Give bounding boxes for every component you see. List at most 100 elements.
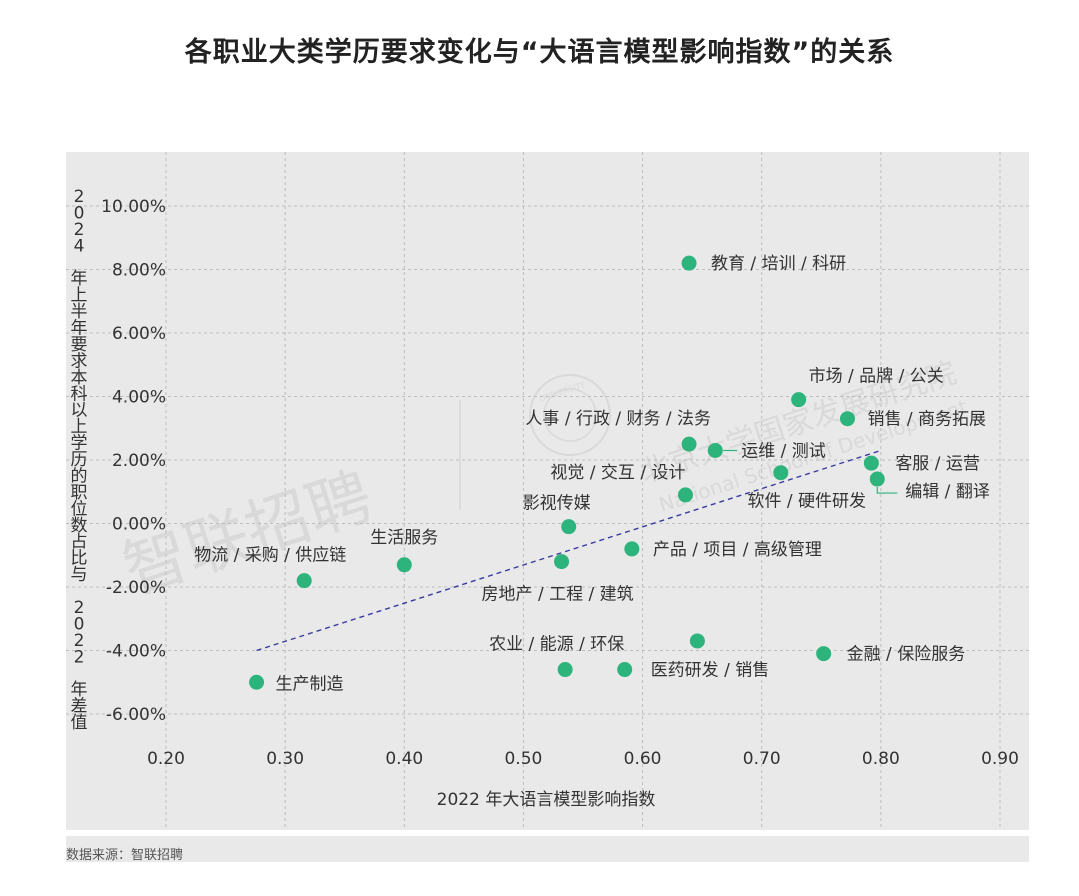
y-tick-label: -2.00% — [106, 578, 166, 598]
chart-title: 各职业大类学历要求变化与“大语言模型影响指数”的关系 — [184, 37, 895, 68]
y-axis-label-char: 0 — [74, 203, 85, 223]
x-tick-label: 0.40 — [385, 749, 423, 769]
y-axis-label-char: 要 — [71, 335, 88, 355]
y-axis-label-char: 0 — [74, 614, 85, 634]
point-label: 人事 / 行政 / 财务 / 法务 — [525, 409, 711, 429]
plot-panel — [66, 152, 1029, 830]
grid — [66, 152, 1029, 830]
data-source: 数据来源：智联招聘 — [66, 848, 184, 863]
leader-line — [876, 487, 898, 494]
y-axis-label-char: 求 — [71, 351, 88, 371]
data-point — [791, 392, 807, 408]
y-axis-label-char: 4 — [74, 236, 85, 256]
point-label: 金融 / 保险服务 — [847, 645, 966, 665]
y-axis-label-char: 占 — [71, 532, 88, 552]
y-axis-label-char: 上 — [71, 417, 88, 437]
y-axis-label-char: 年 — [71, 680, 88, 700]
y-axis-label-char: 与 — [71, 565, 88, 585]
y-axis-label-char: 上 — [71, 286, 88, 306]
y-tick-label: 6.00% — [112, 324, 166, 344]
y-tick-label: 2.00% — [112, 451, 166, 471]
x-axis-ticks: 0.20 0.30 0.40 0.50 0.60 0.70 0.80 0.90 — [147, 749, 1019, 769]
data-point — [839, 411, 855, 427]
y-tick-label: 0.00% — [112, 515, 166, 535]
point-label: 生产制造 — [276, 674, 344, 694]
point-label: 销售 / 商务拓展 — [867, 410, 986, 430]
data-point — [554, 554, 570, 570]
y-axis-label-char: 以 — [71, 401, 88, 421]
y-axis-label-char: 科 — [71, 384, 88, 404]
x-tick-label: 0.60 — [624, 749, 662, 769]
data-points — [249, 255, 885, 690]
watermark: 智联招聘 UNIVERSITY 北京大学国家发展研究院 National Sch… — [115, 356, 970, 610]
y-tick-label: -4.00% — [106, 642, 166, 662]
data-point — [773, 465, 789, 481]
point-label: 软件 / 硬件研发 — [748, 492, 867, 512]
y-axis-label-char: 2 — [74, 631, 85, 651]
y-tick-label: -6.00% — [106, 705, 166, 725]
x-axis-label: 2022 年大语言模型影响指数 — [437, 790, 656, 810]
y-axis-label-char: 2 — [74, 220, 85, 240]
y-tick-label: 8.00% — [112, 261, 166, 281]
data-point — [681, 255, 697, 271]
y-axis-label-char: 位 — [71, 499, 88, 519]
point-label: 房地产 / 工程 / 建筑 — [482, 585, 634, 605]
y-axis-label-char: 职 — [71, 483, 88, 503]
data-point — [396, 557, 412, 573]
y-axis-label-char: 比 — [71, 549, 88, 569]
y-axis-label-char: 半 — [71, 302, 88, 322]
y-axis-label-char: 差 — [71, 697, 88, 717]
trendline-path — [256, 449, 882, 652]
y-tick-label: 4.00% — [112, 388, 166, 408]
x-tick-label: 0.70 — [743, 749, 781, 769]
data-point — [816, 646, 832, 662]
point-label: 教育 / 培训 / 科研 — [711, 254, 846, 274]
point-label: 视觉 / 交互 / 设计 — [550, 463, 685, 483]
x-tick-label: 0.90 — [981, 749, 1019, 769]
point-label: 生活服务 — [370, 528, 438, 548]
y-axis-label-char: 值 — [71, 713, 88, 733]
point-label: 影视传媒 — [523, 494, 591, 514]
y-axis-label-char: 年 — [71, 319, 88, 339]
x-tick-label: 0.30 — [266, 749, 304, 769]
y-axis-label-char: 本 — [71, 368, 88, 388]
point-label: 客服 / 运营 — [895, 454, 980, 474]
y-axis-label-char: 数 — [71, 516, 88, 536]
point-label: 产品 / 项目 / 高级管理 — [653, 540, 822, 560]
point-label: 农业 / 能源 / 环保 — [489, 635, 624, 655]
source-background — [66, 836, 1029, 862]
point-label: 运维 / 测试 — [741, 441, 826, 461]
data-point — [557, 662, 573, 678]
y-axis-label-char: 学 — [71, 434, 88, 454]
data-point — [624, 541, 640, 557]
point-label: 物流 / 采购 / 供应链 — [194, 546, 346, 566]
x-tick-label: 0.50 — [504, 749, 542, 769]
y-axis-label-char: 2 — [74, 187, 85, 207]
x-tick-label: 0.80 — [862, 749, 900, 769]
y-axis-label-char: 的 — [71, 466, 88, 486]
data-point — [296, 573, 312, 589]
data-point — [249, 674, 265, 690]
y-axis-label-char: 年 — [71, 269, 88, 289]
y-axis-label-char: 2 — [74, 598, 85, 618]
data-point — [561, 519, 577, 535]
trendline — [256, 449, 882, 652]
data-point — [707, 442, 723, 458]
x-tick-label: 0.20 — [147, 749, 185, 769]
data-point — [677, 487, 693, 503]
data-point — [617, 662, 633, 678]
y-axis-label-char: 2 — [74, 647, 85, 667]
data-point — [869, 471, 885, 487]
y-tick-label: 10.00% — [101, 197, 166, 217]
data-point — [689, 633, 705, 649]
data-point — [681, 436, 697, 452]
data-point — [863, 455, 879, 471]
y-axis-label-char: 历 — [71, 450, 88, 470]
point-label: 市场 / 品牌 / 公关 — [809, 367, 944, 387]
point-label: 医药研发 / 销售 — [651, 661, 770, 681]
y-axis-ticks: 10.00% 8.00% 6.00% 4.00% 2.00% 0.00% -2.00% -4.… — [101, 197, 166, 725]
point-label: 编辑 / 翻译 — [905, 482, 990, 502]
